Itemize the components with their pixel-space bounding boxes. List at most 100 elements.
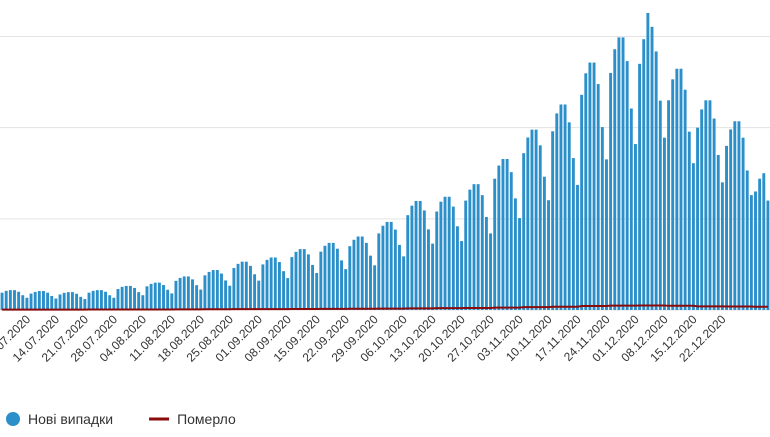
bar <box>625 61 629 311</box>
bar <box>729 129 733 310</box>
bar <box>484 217 488 310</box>
bar <box>224 280 228 310</box>
bar <box>21 295 25 310</box>
bar <box>447 196 451 310</box>
legend-swatch <box>6 412 20 426</box>
bar <box>75 293 79 310</box>
bar <box>42 291 45 310</box>
bar <box>356 236 360 310</box>
bar <box>364 242 368 310</box>
bar <box>542 176 546 310</box>
bar <box>79 296 83 310</box>
bar <box>662 137 666 310</box>
bar <box>733 121 737 310</box>
bar <box>340 260 343 310</box>
bar <box>675 68 679 310</box>
bar <box>671 79 675 310</box>
bar <box>29 293 33 310</box>
bar <box>472 184 476 310</box>
bar <box>501 159 505 310</box>
bar <box>410 205 414 310</box>
bar <box>530 129 534 310</box>
bar <box>381 225 385 310</box>
bar <box>46 292 50 310</box>
bar <box>315 272 319 310</box>
bar <box>298 249 302 310</box>
bar <box>95 290 99 310</box>
bar <box>617 37 621 310</box>
bar <box>513 198 517 310</box>
bar <box>468 189 472 310</box>
bar <box>369 255 372 310</box>
bar <box>422 210 426 310</box>
bar <box>99 290 103 310</box>
legend-label: Нові випадки <box>28 411 113 427</box>
bar <box>576 184 579 310</box>
bar <box>162 285 165 310</box>
bar <box>741 137 745 310</box>
bar <box>439 201 443 310</box>
bar <box>431 243 435 310</box>
bar <box>17 291 21 310</box>
bar <box>716 155 720 310</box>
bar <box>451 206 455 310</box>
legend-label: Померло <box>177 411 236 427</box>
bar <box>352 239 356 310</box>
bar <box>389 221 393 310</box>
bar <box>306 254 310 310</box>
bar <box>0 292 4 310</box>
bar <box>157 282 161 310</box>
bar <box>588 62 592 310</box>
bar <box>493 178 497 310</box>
bar <box>211 270 215 310</box>
bar <box>377 233 381 310</box>
bar <box>240 261 244 310</box>
bar <box>754 191 757 310</box>
bar <box>679 68 683 310</box>
bar <box>658 100 662 311</box>
bar <box>613 49 617 311</box>
bar <box>489 233 493 310</box>
bar <box>66 292 70 310</box>
bar <box>294 251 298 310</box>
bar <box>518 218 521 310</box>
bar <box>186 276 190 310</box>
bar <box>534 129 538 310</box>
bar <box>319 251 323 310</box>
bar <box>373 265 377 310</box>
bar <box>13 290 16 310</box>
bar <box>273 257 277 310</box>
bar <box>398 244 401 310</box>
bar <box>54 298 58 310</box>
bar <box>170 293 174 310</box>
bar <box>220 273 223 310</box>
bar <box>335 248 339 310</box>
bar <box>551 131 555 310</box>
bar <box>311 264 315 310</box>
bar <box>232 268 236 310</box>
bar <box>522 153 526 310</box>
bar <box>253 274 257 310</box>
bar <box>563 104 567 310</box>
bar <box>133 287 136 310</box>
bar <box>749 195 753 310</box>
bar <box>50 295 54 310</box>
bar <box>443 196 447 310</box>
bar <box>277 262 281 310</box>
bar <box>480 195 484 310</box>
bar <box>348 246 352 310</box>
bar <box>402 256 406 310</box>
bar <box>249 265 252 310</box>
bar <box>4 290 8 310</box>
bar <box>559 104 563 310</box>
bar <box>199 289 203 310</box>
line <box>2 304 768 311</box>
bar <box>62 292 66 310</box>
bar <box>700 109 704 310</box>
bar <box>128 285 132 310</box>
bar <box>91 290 95 310</box>
bar <box>174 280 178 310</box>
bar <box>654 51 658 311</box>
bar <box>265 259 269 310</box>
